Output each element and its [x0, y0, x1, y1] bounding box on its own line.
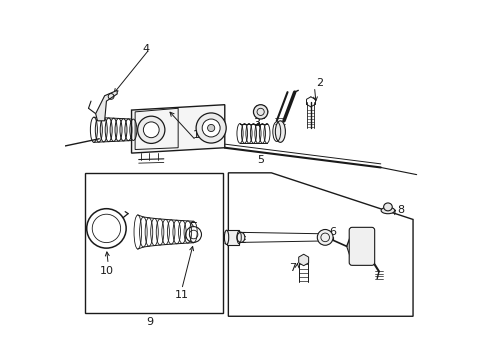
Ellipse shape: [237, 232, 244, 242]
Text: 11: 11: [174, 290, 188, 300]
Text: 5: 5: [257, 155, 264, 165]
Ellipse shape: [380, 207, 394, 214]
Text: 3: 3: [253, 118, 260, 128]
Text: 9: 9: [145, 317, 153, 327]
Text: 4: 4: [142, 44, 149, 54]
Bar: [85, 173, 223, 313]
Polygon shape: [298, 254, 308, 266]
Circle shape: [207, 125, 214, 132]
Circle shape: [202, 119, 220, 137]
Circle shape: [196, 113, 226, 143]
Circle shape: [253, 105, 267, 119]
Ellipse shape: [224, 230, 228, 244]
Text: 10: 10: [99, 266, 113, 276]
Circle shape: [143, 122, 159, 138]
Circle shape: [317, 229, 332, 245]
Circle shape: [137, 116, 164, 143]
Text: 2: 2: [316, 78, 323, 88]
Text: 7: 7: [289, 263, 296, 273]
Ellipse shape: [275, 121, 285, 142]
Text: 8: 8: [396, 206, 403, 216]
Polygon shape: [96, 90, 117, 121]
Polygon shape: [131, 105, 224, 153]
FancyBboxPatch shape: [348, 227, 374, 265]
Ellipse shape: [383, 203, 391, 211]
Polygon shape: [228, 173, 412, 316]
Text: 1: 1: [192, 130, 199, 140]
Bar: [226, 230, 239, 244]
Text: 6: 6: [328, 227, 335, 237]
